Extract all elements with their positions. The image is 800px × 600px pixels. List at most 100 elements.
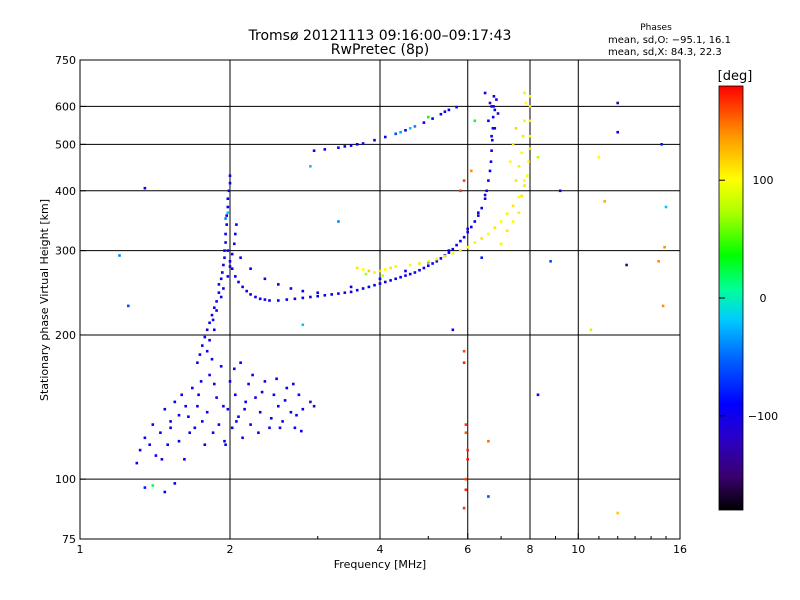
data-point [524, 101, 528, 105]
data-point [455, 105, 458, 109]
data-point [349, 144, 353, 147]
data-point [249, 423, 252, 426]
data-point [505, 229, 509, 233]
data-point [226, 407, 230, 411]
data-point [203, 335, 207, 339]
data-point [199, 380, 203, 383]
data-point [485, 189, 488, 193]
data-point [496, 112, 500, 115]
data-point [163, 407, 167, 411]
colorbar: [deg] 100 0 −100 [718, 69, 778, 511]
data-point [464, 488, 468, 492]
data-point [205, 328, 209, 332]
data-point [177, 439, 181, 443]
data-point [488, 169, 492, 173]
y-tick-label: 400 [55, 185, 76, 198]
data-point [230, 267, 234, 270]
data-point [226, 275, 230, 278]
data-point [283, 399, 287, 402]
data-point [196, 404, 199, 408]
data-point [268, 426, 271, 430]
data-point [523, 119, 526, 123]
data-point [235, 420, 238, 423]
data-point [523, 179, 526, 182]
data-point [361, 287, 365, 290]
data-point [384, 268, 387, 271]
data-point [404, 269, 407, 273]
data-point [227, 189, 231, 193]
data-point [226, 211, 230, 214]
data-point [490, 134, 493, 138]
y-tick-label: 300 [55, 245, 76, 258]
data-point [517, 211, 521, 214]
data-point [173, 400, 177, 404]
data-point [483, 193, 487, 197]
data-point [323, 294, 327, 297]
data-point [487, 232, 490, 236]
data-point [193, 426, 197, 430]
data-point [169, 426, 172, 430]
data-point [527, 160, 530, 163]
data-point [384, 135, 387, 139]
data-point [293, 297, 297, 301]
data-point [511, 204, 515, 208]
data-point [254, 295, 257, 299]
data-point [517, 165, 521, 168]
data-point [373, 138, 376, 142]
data-point [462, 179, 466, 182]
data-point [234, 393, 237, 397]
data-point [616, 130, 619, 134]
data-point [316, 294, 319, 298]
data-point [451, 328, 455, 332]
data-point [268, 299, 271, 302]
data-point [528, 147, 532, 150]
data-point [378, 269, 382, 273]
data-point [499, 242, 503, 246]
data-point [418, 268, 421, 272]
data-point [211, 318, 215, 322]
data-point [439, 257, 443, 260]
data-point [487, 439, 490, 443]
data-point [488, 101, 492, 105]
data-point [663, 245, 666, 249]
data-point [277, 283, 280, 286]
data-point [293, 426, 297, 430]
data-point [528, 134, 532, 138]
data-point [447, 249, 451, 252]
data-point [295, 413, 298, 417]
colorbar-ticks: 100 0 −100 [719, 174, 778, 423]
data-point [466, 230, 469, 234]
data-point [477, 214, 480, 217]
y-axis-ticks: 75 100 200 300 400 500 600 750 [55, 54, 86, 546]
data-point [300, 429, 303, 433]
data-point [470, 225, 473, 229]
data-point [493, 226, 497, 229]
data-point [528, 105, 532, 108]
data-point [143, 436, 147, 440]
data-point [480, 237, 483, 240]
data-point [404, 274, 407, 277]
data-point [233, 242, 236, 246]
x-tick-label: 6 [464, 543, 471, 556]
colorbar-tick-label: 100 [753, 174, 774, 187]
data-point [210, 357, 214, 361]
data-point [487, 495, 490, 498]
data-point [462, 506, 466, 510]
data-point [237, 415, 240, 418]
data-point [389, 266, 392, 270]
data-point [491, 138, 494, 142]
x-tick-label: 2 [227, 543, 234, 556]
y-axis-label: Stationary phase Virtual Height [km] [38, 199, 51, 401]
data-point [234, 232, 237, 236]
data-point [205, 349, 209, 353]
data-point [355, 143, 359, 146]
data-point [462, 361, 466, 364]
data-point [159, 431, 162, 434]
data-point [289, 287, 293, 290]
data-point [487, 179, 490, 182]
data-point [154, 454, 158, 457]
data-point [427, 264, 430, 267]
data-point [237, 280, 240, 284]
data-point [443, 110, 447, 113]
